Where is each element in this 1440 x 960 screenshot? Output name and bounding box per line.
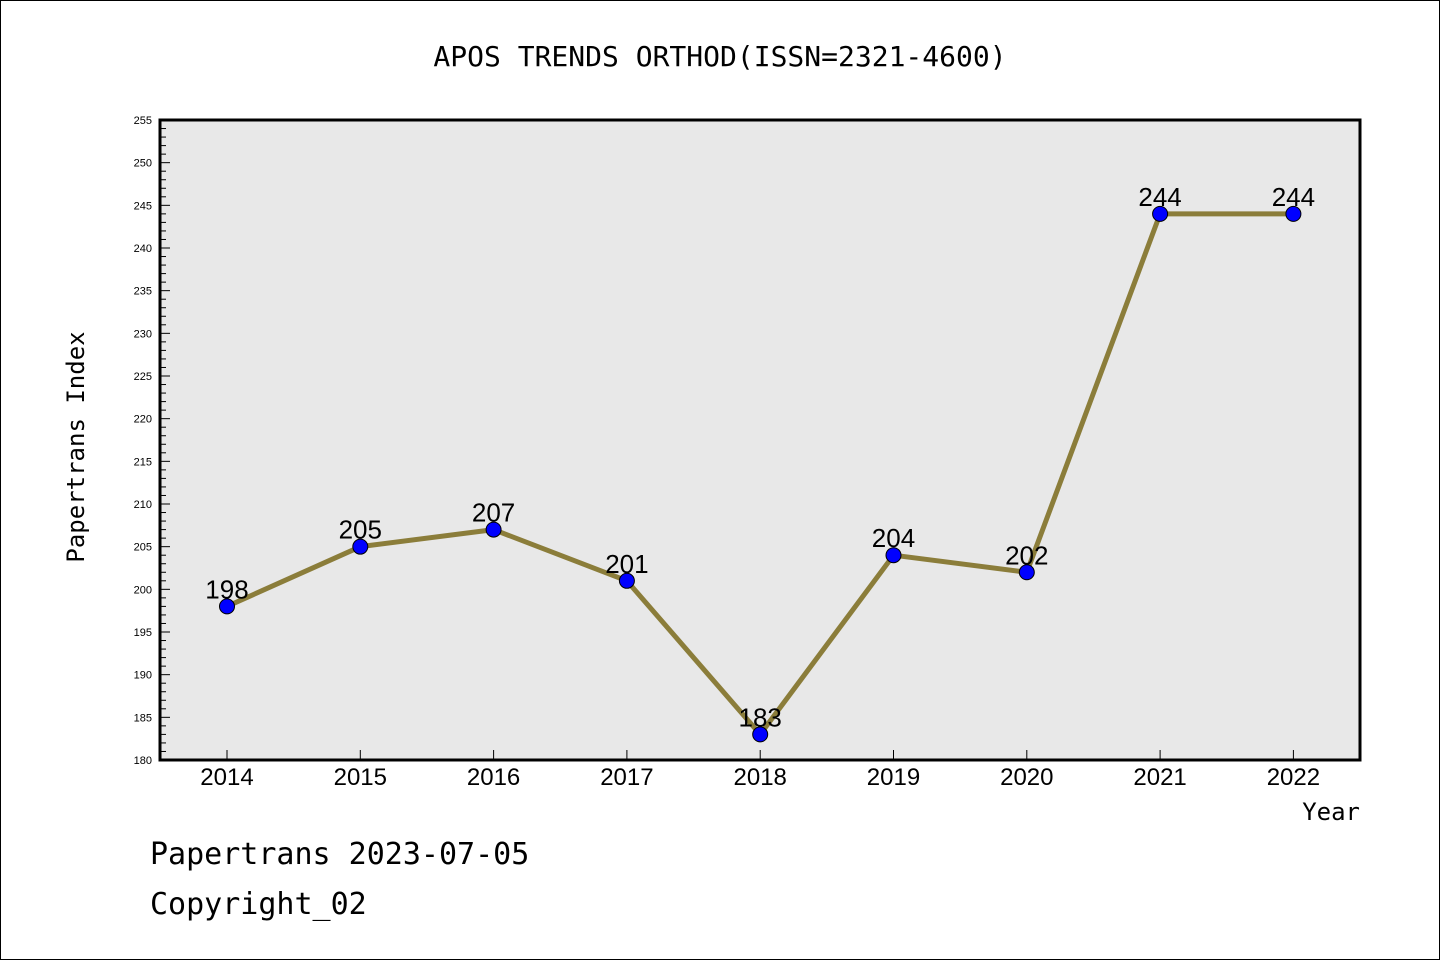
data-point-marker bbox=[885, 547, 902, 564]
data-point-label: 202 bbox=[1005, 540, 1048, 570]
y-tick-label: 180 bbox=[134, 755, 152, 767]
y-tick-label: 255 bbox=[134, 115, 152, 127]
data-point-label: 207 bbox=[472, 498, 515, 528]
x-tick-label: 2014 bbox=[200, 764, 253, 791]
y-tick-label: 215 bbox=[134, 456, 152, 468]
x-tick-label: 2015 bbox=[334, 764, 387, 791]
y-tick-label: 225 bbox=[134, 371, 152, 383]
y-axis: 180 185 190 195 200 205 210 215 220 225 230 235 240 2… bbox=[134, 115, 170, 767]
y-tick-label: 240 bbox=[134, 243, 152, 255]
data-point-marker bbox=[1285, 205, 1302, 222]
data-point-label: 201 bbox=[605, 549, 648, 579]
data-point-marker bbox=[1018, 564, 1035, 581]
plot-area bbox=[158, 118, 1362, 762]
y-tick-label: 220 bbox=[134, 414, 152, 426]
y-tick-label: 190 bbox=[134, 670, 152, 682]
y-tick-label: 235 bbox=[134, 286, 152, 298]
data-point-label: 183 bbox=[739, 702, 782, 732]
data-point-label: 198 bbox=[205, 574, 248, 604]
y-tick-label: 185 bbox=[134, 712, 152, 724]
data-point-marker bbox=[219, 598, 235, 615]
y-tick-label: 195 bbox=[134, 627, 152, 639]
y-axis-title: Papertrans Index bbox=[62, 331, 90, 562]
data-point-marker bbox=[618, 572, 635, 589]
y-tick-label: 210 bbox=[134, 499, 152, 511]
footer-date: Papertrans 2023-07-05 bbox=[150, 837, 529, 872]
x-tick-label: 2019 bbox=[867, 764, 920, 791]
y-tick-label: 245 bbox=[134, 200, 152, 212]
y-tick-label: 205 bbox=[134, 542, 152, 554]
data-point-label: 205 bbox=[339, 515, 382, 545]
data-point-marker bbox=[1152, 205, 1169, 222]
x-tick-label: 2017 bbox=[600, 764, 653, 791]
y-tick-label: 230 bbox=[134, 328, 152, 340]
data-point-label: 244 bbox=[1272, 182, 1315, 212]
x-axis: 2014 2015 2016 2017 2018 2019 2020 2021 2022 bbox=[200, 750, 1320, 791]
y-tick-label: 200 bbox=[134, 584, 152, 596]
x-tick-label: 2022 bbox=[1267, 764, 1320, 791]
data-point-marker bbox=[485, 521, 502, 538]
x-tick-label: 2016 bbox=[467, 764, 520, 791]
x-tick-label: 2018 bbox=[734, 764, 787, 791]
data-point-label: 244 bbox=[1138, 182, 1181, 212]
data-point-marker bbox=[352, 538, 369, 555]
x-tick-label: 2020 bbox=[1000, 764, 1053, 791]
x-tick-label: 2021 bbox=[1133, 764, 1186, 791]
y-tick-label: 250 bbox=[134, 158, 152, 170]
x-axis-title: Year bbox=[1302, 798, 1360, 826]
data-point-marker bbox=[752, 726, 769, 743]
data-point-label: 204 bbox=[872, 523, 915, 553]
footer-copyright: Copyright_02 bbox=[150, 887, 367, 922]
series-group: 198 205 207 201 183 204 202 244 244 bbox=[205, 182, 1315, 743]
chart-title: APOS TRENDS ORTHOD(ISSN=2321-4600) bbox=[433, 40, 1006, 73]
